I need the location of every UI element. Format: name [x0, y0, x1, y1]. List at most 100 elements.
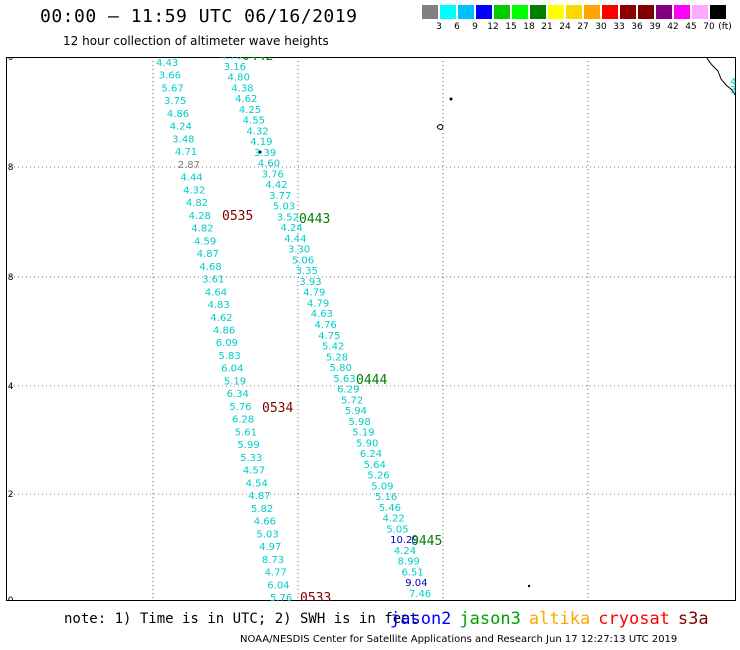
wave-height-label: 4.82	[191, 224, 213, 235]
wave-height-label: 5.76	[229, 402, 251, 413]
legend-label: 70	[703, 22, 715, 32]
wave-height-label: 5.67	[161, 83, 183, 94]
wave-height-label: 5.98	[349, 417, 371, 428]
wave-height-label: 3.16	[224, 62, 246, 73]
wave-height-label: 4.28	[189, 211, 211, 222]
wave-height-label: 3.39	[254, 148, 276, 159]
wave-height-label: 5.05	[386, 524, 408, 535]
legend-label: 24	[559, 22, 571, 32]
legend-swatch	[710, 5, 726, 19]
wave-height-label: 5.63	[333, 374, 355, 385]
wave-height-label: 6.04	[221, 364, 243, 375]
legend-label: 27	[577, 22, 589, 32]
coastline	[705, 56, 736, 96]
pass-time-label: 0442	[242, 57, 273, 64]
island	[449, 97, 453, 101]
wave-height-label: 3.75	[164, 96, 186, 107]
wave-height-label: 5.72	[341, 395, 363, 406]
wave-height-label: 5.46	[379, 503, 401, 514]
wave-height-label: 4.24	[394, 546, 416, 557]
wave-height-label: 4.63	[311, 309, 333, 320]
satellite-s3a: s3a	[677, 609, 709, 629]
units-note: note: 1) Time is in UTC; 2) SWH is in fe…	[64, 611, 419, 627]
satellite-jason2: jason2	[390, 609, 452, 629]
legend-swatch	[530, 5, 546, 19]
wave-height-label: 4.24	[170, 122, 192, 133]
legend-unit: (ft)	[718, 22, 732, 32]
wave-height-label: 4.32	[183, 185, 205, 196]
pass-time-label: 0533	[300, 591, 331, 601]
wave-height-label: 5.09	[371, 481, 393, 492]
wave-height-label: 4.22	[383, 514, 405, 525]
wave-height-label: 6.04	[267, 580, 289, 591]
legend-swatch	[674, 5, 690, 19]
legend-label: 30	[595, 22, 607, 32]
wave-height-label: 4.44	[284, 234, 306, 245]
wave-height-label: 8.73	[262, 555, 284, 566]
wave-height-label: 4.86	[213, 326, 235, 337]
wave-height-label: 4.64	[205, 287, 227, 298]
map-svg: -120-117-114-111-108-10201818141210434.4…	[0, 49, 740, 614]
wave-height-label: 3.93	[299, 277, 321, 288]
wave-height-label: 4.68	[199, 262, 221, 273]
lat-tick-label: 12	[6, 490, 13, 500]
legend-label: 15	[505, 22, 517, 32]
lat-tick-label: 14	[6, 382, 14, 392]
legend-label: 18	[523, 22, 535, 32]
wave-height-label: 3.61	[202, 275, 224, 286]
wave-height-label: 9.04	[405, 578, 427, 589]
credit-line: NOAA/NESDIS Center for Satellite Applica…	[240, 634, 678, 645]
wave-height-label: 4.60	[258, 159, 280, 170]
legend-swatch	[440, 5, 456, 19]
wave-height-label: 3.52	[277, 212, 299, 223]
pass-time-label: 0534	[262, 401, 293, 416]
legend-label: 36	[631, 22, 643, 32]
legend-label: 42	[667, 22, 679, 32]
map-plot: -120-117-114-111-108-10201818141210434.4…	[0, 49, 740, 614]
lat-tick-label: 18	[6, 273, 14, 283]
island	[436, 124, 444, 130]
wave-height-label: 4.19	[250, 137, 272, 148]
wave-height-label: 4.38	[231, 83, 253, 94]
legend-swatch	[656, 5, 672, 19]
wave-height-label: 4.76	[315, 320, 337, 331]
wave-height-label: 7.46	[409, 589, 431, 600]
legend-label: 9	[472, 22, 478, 32]
satellite-legend: jason2 jason3 altika cryosat s3a	[390, 609, 717, 629]
legend-swatch	[566, 5, 582, 19]
legend-label: 45	[685, 22, 697, 32]
wave-height-label: 4.25	[239, 105, 261, 116]
wave-height-label: 4.87	[197, 249, 219, 260]
wave-height-label: 6.51	[401, 567, 423, 578]
wave-height-label: 4.43	[156, 58, 178, 69]
pass-time-label: 0443	[299, 212, 330, 227]
wave-height-label: 4.86	[167, 109, 189, 120]
wave-height-label: 6.34	[227, 389, 249, 400]
wave-height-label: 4.79	[303, 288, 325, 299]
island	[258, 150, 262, 154]
wave-height-label: 5.03	[273, 202, 295, 213]
wave-height-label: 4.97	[259, 542, 281, 553]
wave-height-label: 4.75	[318, 331, 340, 342]
wave-height-label: 4.82	[186, 198, 208, 209]
legend-swatch	[584, 5, 600, 19]
wave-height-label: 5.61	[235, 427, 257, 438]
wave-height-label: 4.87	[248, 491, 270, 502]
wave-height-label: 4.79	[307, 298, 329, 309]
legend-swatch	[494, 5, 510, 19]
wave-height-label: 4.77	[265, 568, 287, 579]
wave-height-label: 5.82	[251, 504, 273, 515]
wave-height-label: 4.59	[194, 236, 216, 247]
map-title: 00:00 – 11:59 UTC 06/16/2019	[40, 6, 358, 27]
legend-label: 6	[454, 22, 460, 32]
wave-height-label: 5.80	[330, 363, 352, 374]
wave-height-label: 4.83	[208, 300, 230, 311]
legend-swatch	[548, 5, 564, 19]
wave-height-label: 4.62	[235, 94, 257, 105]
wave-height-label: 4.24	[280, 223, 302, 234]
wave-height-label: 5.19	[224, 376, 246, 387]
legend-label: 12	[487, 22, 499, 32]
wave-height-label: 4.57	[243, 466, 265, 477]
legend-swatch	[458, 5, 474, 19]
wave-height-label: 5.94	[345, 406, 367, 417]
